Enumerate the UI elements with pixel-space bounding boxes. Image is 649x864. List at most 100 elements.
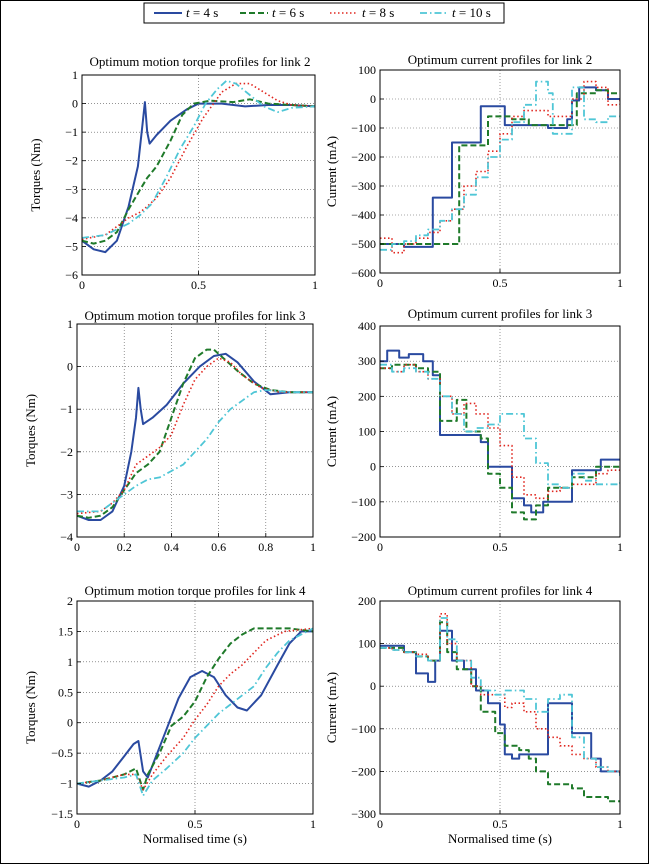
y-tick-label: −1 [65, 125, 78, 139]
legend-box [143, 2, 505, 24]
y-tick-label: 200 [358, 594, 376, 608]
x-tick-label: 0 [377, 276, 383, 290]
chart-panel: 0 0.5 1 −1.5 −1 −0.5 0 0.5 1 1.5 2 Optimum motion t… [23, 583, 316, 846]
x-tick-label: 0.5 [188, 817, 203, 831]
legend-variable: t [362, 5, 366, 20]
y-tick-label: −3 [60, 487, 73, 501]
series-line [82, 101, 315, 254]
series-line [77, 348, 313, 519]
axes-box [76, 323, 314, 538]
y-tick-label: 0.5 [58, 685, 73, 699]
y-tick-label: 100 [358, 637, 376, 651]
chart-panels: 0 0.5 1 −6 −5 −4 −3 −2 −1 0 1 Optimum motion torque… [23, 52, 623, 846]
y-axis-label: Torques (Nm) [23, 394, 38, 467]
y-tick-label: −400 [351, 208, 376, 222]
y-tick-label: −2 [65, 154, 78, 168]
y-tick-label: 0 [67, 360, 73, 374]
chart-panel: 0 0.2 0.4 0.6 0.8 1 −4 −3 −2 −1 0 1 Optimum motion t… [23, 308, 316, 554]
x-tick-label: 0 [79, 278, 85, 292]
y-axis-label: Torques (Nm) [23, 671, 38, 744]
x-tick-label: 0 [74, 540, 80, 554]
series-line [380, 617, 620, 776]
series-line [77, 352, 313, 521]
y-tick-label: −300 [351, 807, 376, 821]
y-tick-label: 2 [67, 594, 73, 608]
series-line [380, 80, 620, 251]
y-tick-label: 100 [358, 63, 376, 77]
legend-label: = 10 s [456, 5, 491, 20]
chart-title: Optimum current profiles for link 4 [408, 583, 593, 598]
x-tick-label: 0 [377, 540, 383, 554]
series-line [77, 389, 313, 513]
legend-variable: t [452, 5, 456, 20]
x-tick-label: 0 [377, 817, 383, 831]
y-tick-label: 0 [370, 679, 376, 693]
y-tick-label: 100 [358, 425, 376, 439]
y-axis-label: Current (mA) [324, 672, 339, 743]
series-line [77, 627, 313, 797]
x-tick-label: 0.6 [211, 540, 226, 554]
chart-title: Optimum motion torque profiles for link … [85, 308, 306, 323]
chart-title: Optimum motion torque profiles for link … [85, 583, 306, 598]
y-axis-label: Current (mA) [324, 136, 339, 207]
series-line [380, 89, 620, 245]
x-tick-label: 0.8 [258, 540, 273, 554]
y-tick-label: 1 [72, 68, 78, 82]
y-tick-label: 300 [358, 354, 376, 368]
y-tick-label: −2 [60, 445, 73, 459]
y-tick-label: −100 [351, 495, 376, 509]
legend-entry: t = 4 s [186, 5, 218, 20]
y-tick-label: 200 [358, 389, 376, 403]
y-tick-label: −1.5 [51, 807, 73, 821]
legend-label: = 8 s [366, 5, 395, 20]
legend-label: = 6 s [276, 5, 305, 20]
y-tick-label: −1 [60, 402, 73, 416]
x-tick-label: 0.5 [493, 276, 508, 290]
y-tick-label: 0 [370, 460, 376, 474]
legend-entry: t = 10 s [452, 5, 491, 20]
y-axis-label: Current (mA) [324, 396, 339, 467]
series-line [380, 86, 620, 248]
chart-title: Optimum current profiles for link 2 [408, 52, 593, 67]
series-line [77, 627, 313, 791]
y-tick-label: −3 [65, 182, 78, 196]
y-tick-label: −300 [351, 179, 376, 193]
series-line [77, 630, 313, 788]
plot-area [77, 601, 313, 814]
y-tick-label: −200 [351, 150, 376, 164]
series-line [380, 629, 620, 776]
x-tick-label: 0.2 [117, 540, 132, 554]
x-tick-label: 0 [74, 817, 80, 831]
x-tick-label: 0.5 [493, 817, 508, 831]
y-tick-label: −6 [65, 268, 78, 282]
y-tick-label: −600 [351, 266, 376, 280]
y-tick-label: −5 [65, 239, 78, 253]
x-tick-label: 0.5 [493, 540, 508, 554]
chart-panel: 0 0.5 1 −200 −100 0 100 200 300 400 Optimum curren… [324, 306, 623, 554]
x-tick-label: 0.5 [191, 278, 206, 292]
y-tick-label: −200 [351, 530, 376, 544]
legend-entry: t = 6 s [272, 5, 304, 20]
y-tick-label: −200 [351, 764, 376, 778]
y-tick-label: −4 [65, 211, 78, 225]
chart-title: Optimum motion torque profiles for link … [90, 54, 311, 69]
chart-title: Optimum current profiles for link 3 [408, 306, 593, 321]
y-tick-label: 1 [67, 655, 73, 669]
x-tick-label: 1 [617, 817, 623, 831]
legend-variable: t [272, 5, 276, 20]
y-tick-label: −0.5 [51, 746, 73, 760]
legend-variable: t [186, 5, 190, 20]
x-tick-label: 1 [617, 276, 623, 290]
y-tick-label: 0 [72, 97, 78, 111]
x-tick-label: 1 [310, 817, 316, 831]
y-tick-label: −1 [60, 777, 73, 791]
y-tick-label: 1.5 [58, 624, 73, 638]
y-tick-label: 0 [67, 716, 73, 730]
series-line [380, 363, 620, 521]
series-line [77, 627, 313, 791]
y-tick-label: 0 [370, 92, 376, 106]
x-tick-label: 1 [310, 540, 316, 554]
x-tick-label: 0.4 [164, 540, 179, 554]
